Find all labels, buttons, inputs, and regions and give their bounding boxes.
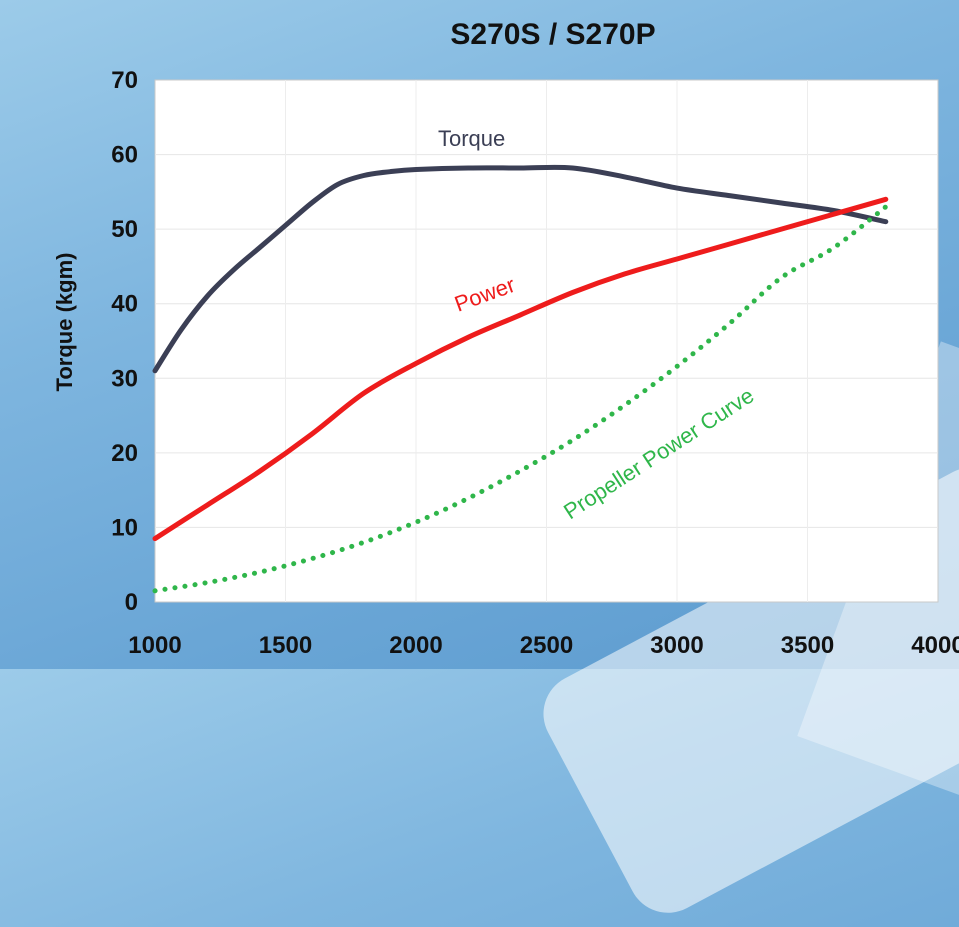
y-tick-label: 40	[111, 291, 138, 318]
y-tick-label: 0	[125, 589, 138, 616]
y-tick-label: 30	[111, 365, 138, 392]
x-axis-ticks: 1000 1500 2000 2500 3000 3500 4000	[128, 632, 959, 659]
x-tick-label: 1500	[259, 632, 312, 659]
x-tick-label: 1000	[128, 632, 181, 659]
x-tick-label: 2500	[520, 632, 573, 659]
chart: S270S / S270P 0 10 20 30 40 50 60 70 1000 1500 20…	[52, 18, 959, 659]
x-tick-label: 3500	[781, 632, 834, 659]
series-line-power	[152, 196, 889, 542]
series-line-torque	[152, 164, 889, 374]
y-tick-label: 20	[111, 440, 138, 467]
y-tick-label: 10	[111, 514, 138, 541]
series-group	[152, 164, 889, 594]
y-tick-label: 50	[111, 216, 138, 243]
y-tick-label: 70	[111, 67, 138, 94]
x-tick-label: 3000	[650, 632, 703, 659]
x-tick-label: 4000	[911, 632, 959, 659]
chart-title: S270S / S270P	[450, 18, 655, 51]
x-tick-label: 2000	[389, 632, 442, 659]
y-tick-label: 60	[111, 142, 138, 169]
y-axis-label: Torque (kgm)	[52, 253, 77, 392]
series-line-propeller-power-curve	[152, 204, 889, 594]
y-axis-ticks: 0 10 20 30 40 50 60 70	[111, 67, 138, 616]
annotation-torque: Torque	[438, 126, 505, 151]
